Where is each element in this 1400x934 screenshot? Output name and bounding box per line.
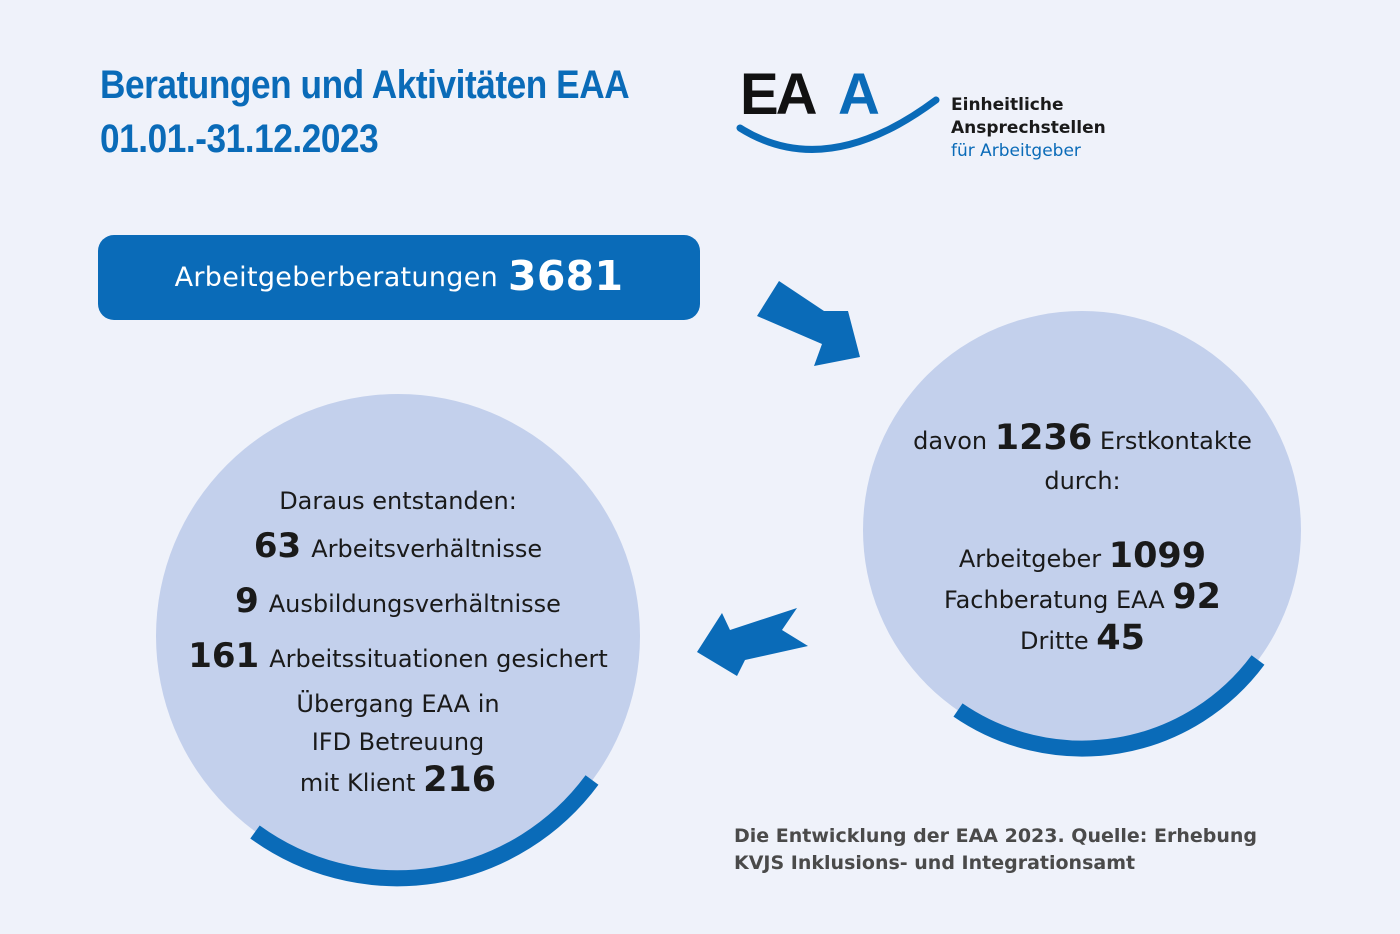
logo-text: Einheitliche Ansprechstellen für Arbeitg… — [951, 94, 1106, 163]
contact-source-label: Fachberatung EAA — [943, 586, 1165, 614]
outcome-row: 161 Arbeitssituationen gesichert — [170, 630, 626, 685]
outcome-value: 9 — [235, 581, 259, 621]
arrow-left-icon — [697, 608, 808, 676]
first-contacts-line2: durch: — [1044, 467, 1121, 495]
logo-mark-a: A — [838, 62, 880, 127]
outcome-row: 63 Arbeitsverhältnisse — [170, 520, 626, 575]
contact-source-value: 45 — [1096, 618, 1145, 658]
page-title: Beratungen und Aktivitäten EAA 01.01.-31… — [100, 58, 630, 166]
title-line-2: 01.01.-31.12.2023 — [100, 117, 379, 161]
first-contacts-prefix: davon — [913, 427, 988, 455]
transition-line-3: mit Klient 216 — [170, 761, 626, 802]
outcome-label: Ausbildungsverhältnisse — [268, 590, 561, 618]
outcome-value: 63 — [253, 526, 302, 566]
first-contacts-suffix: Erstkontakte — [1099, 427, 1252, 455]
logo-line-2: Ansprechstellen — [951, 118, 1106, 138]
pill-value: 3681 — [508, 251, 624, 300]
total-consultations-pill: Arbeitgeberberatungen 3681 — [98, 235, 700, 320]
source-line-1: Die Entwicklung der EAA 2023. Quelle: Er… — [734, 825, 1258, 847]
outcome-row: 9 Ausbildungsverhältnisse — [170, 575, 626, 630]
outcome-label: Arbeitssituationen gesichert — [269, 645, 608, 673]
outcomes-text: Daraus entstanden: 63 Arbeitsverhältnisse… — [170, 482, 626, 802]
contact-source-value: 92 — [1172, 577, 1221, 617]
source-note: Die Entwicklung der EAA 2023. Quelle: Er… — [734, 823, 1257, 877]
transition-line-2: IFD Betreuung — [311, 728, 485, 756]
contact-source-label: Arbeitgeber — [958, 545, 1102, 573]
source-line-2: KVJS Inklusions- und Integrationsamt — [734, 852, 1136, 874]
logo-swoosh — [736, 96, 940, 153]
right-circle-arc — [953, 655, 1265, 757]
contact-source-value: 1099 — [1108, 536, 1207, 576]
first-contacts-text: davon 1236 Erstkontakte durch: Arbeitgeb… — [880, 418, 1285, 660]
contact-source-label: Dritte — [1020, 627, 1089, 655]
title-line-1: Beratungen und Aktivitäten EAA — [100, 63, 630, 107]
contact-source-row: Arbeitgeber 1099 — [880, 537, 1285, 578]
outcome-value: 161 — [188, 636, 260, 676]
contact-source-row: Fachberatung EAA 92 — [880, 578, 1285, 619]
pill-label: Arbeitgeberberatungen — [174, 262, 499, 293]
logo-line-1: Einheitliche — [951, 95, 1064, 115]
outcome-label: Arbeitsverhältnisse — [311, 535, 543, 563]
first-contacts-value: 1236 — [994, 418, 1093, 458]
eaa-logo: EA A — [736, 62, 940, 153]
contact-source-row: Dritte 45 — [880, 619, 1285, 660]
transition-line-1: Übergang EAA in — [296, 690, 500, 718]
transition-label: mit Klient — [299, 769, 416, 797]
logo-line-3: für Arbeitgeber — [951, 141, 1081, 161]
transition-value: 216 — [423, 760, 497, 800]
arrow-down-right-icon — [757, 281, 860, 366]
outcomes-heading: Daraus entstanden: — [279, 487, 517, 515]
logo-mark-ea: EA — [740, 62, 817, 127]
